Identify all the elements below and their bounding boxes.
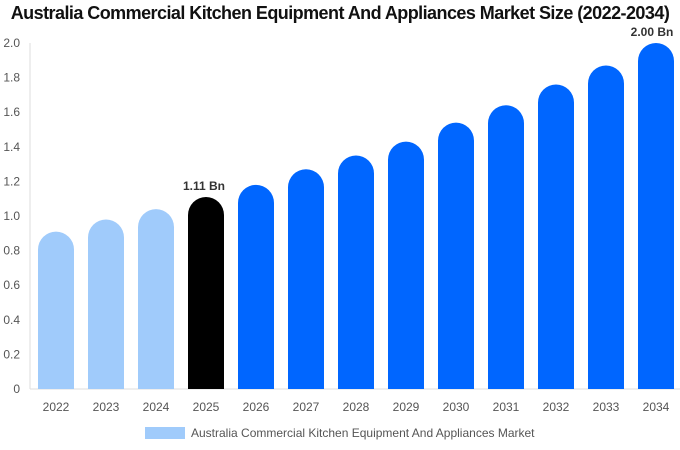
bar-2028 [338, 155, 374, 389]
y-tick-label: 1.4 [3, 140, 20, 154]
data-label-2025: 1.11 Bn [183, 179, 225, 193]
x-tick-label: 2030 [443, 400, 470, 414]
x-tick-label: 2024 [143, 400, 170, 414]
chart-title: Australia Commercial Kitchen Equipment A… [10, 3, 670, 23]
x-tick-label: 2032 [543, 400, 570, 414]
bar-2022 [38, 231, 74, 389]
bar-2023 [88, 219, 124, 389]
y-tick-label: 0.8 [3, 244, 20, 258]
bar-2027 [288, 169, 324, 389]
y-tick-label: 1.2 [3, 174, 20, 188]
y-tick-label: 1.0 [3, 209, 20, 223]
bar-2030 [438, 122, 474, 389]
x-tick-label: 2034 [643, 400, 670, 414]
x-tick-label: 2028 [343, 400, 370, 414]
y-tick-label: 0.2 [3, 347, 20, 361]
legend-label: Australia Commercial Kitchen Equipment A… [191, 426, 535, 440]
y-tick-label: 0.6 [3, 278, 20, 292]
x-tick-label: 2027 [293, 400, 320, 414]
bar-2032 [538, 84, 574, 390]
bar-2031 [488, 105, 524, 389]
legend-swatch [145, 427, 185, 439]
x-tick-label: 2023 [93, 400, 120, 414]
y-tick-label: 1.6 [3, 105, 20, 119]
y-tick-label: 1.8 [3, 71, 20, 85]
bar-2026 [238, 184, 274, 389]
x-tick-label: 2022 [43, 400, 70, 414]
bar-2029 [388, 141, 424, 389]
bar-2033 [588, 65, 624, 390]
x-tick-label: 2026 [243, 400, 270, 414]
data-label-2034: 2.00 Bn [631, 25, 674, 39]
x-tick-label: 2033 [593, 400, 620, 414]
x-tick-label: 2031 [493, 400, 520, 414]
y-tick-label: 0.4 [3, 313, 20, 327]
legend: Australia Commercial Kitchen Equipment A… [145, 426, 535, 440]
y-tick-label: 2.0 [3, 36, 20, 50]
bar-2025 [188, 196, 224, 389]
x-tick-label: 2025 [193, 400, 220, 414]
bar-2024 [138, 209, 174, 389]
y-tick-label: 0 [13, 382, 20, 396]
bar-2034 [638, 43, 674, 389]
x-tick-label: 2029 [393, 400, 420, 414]
